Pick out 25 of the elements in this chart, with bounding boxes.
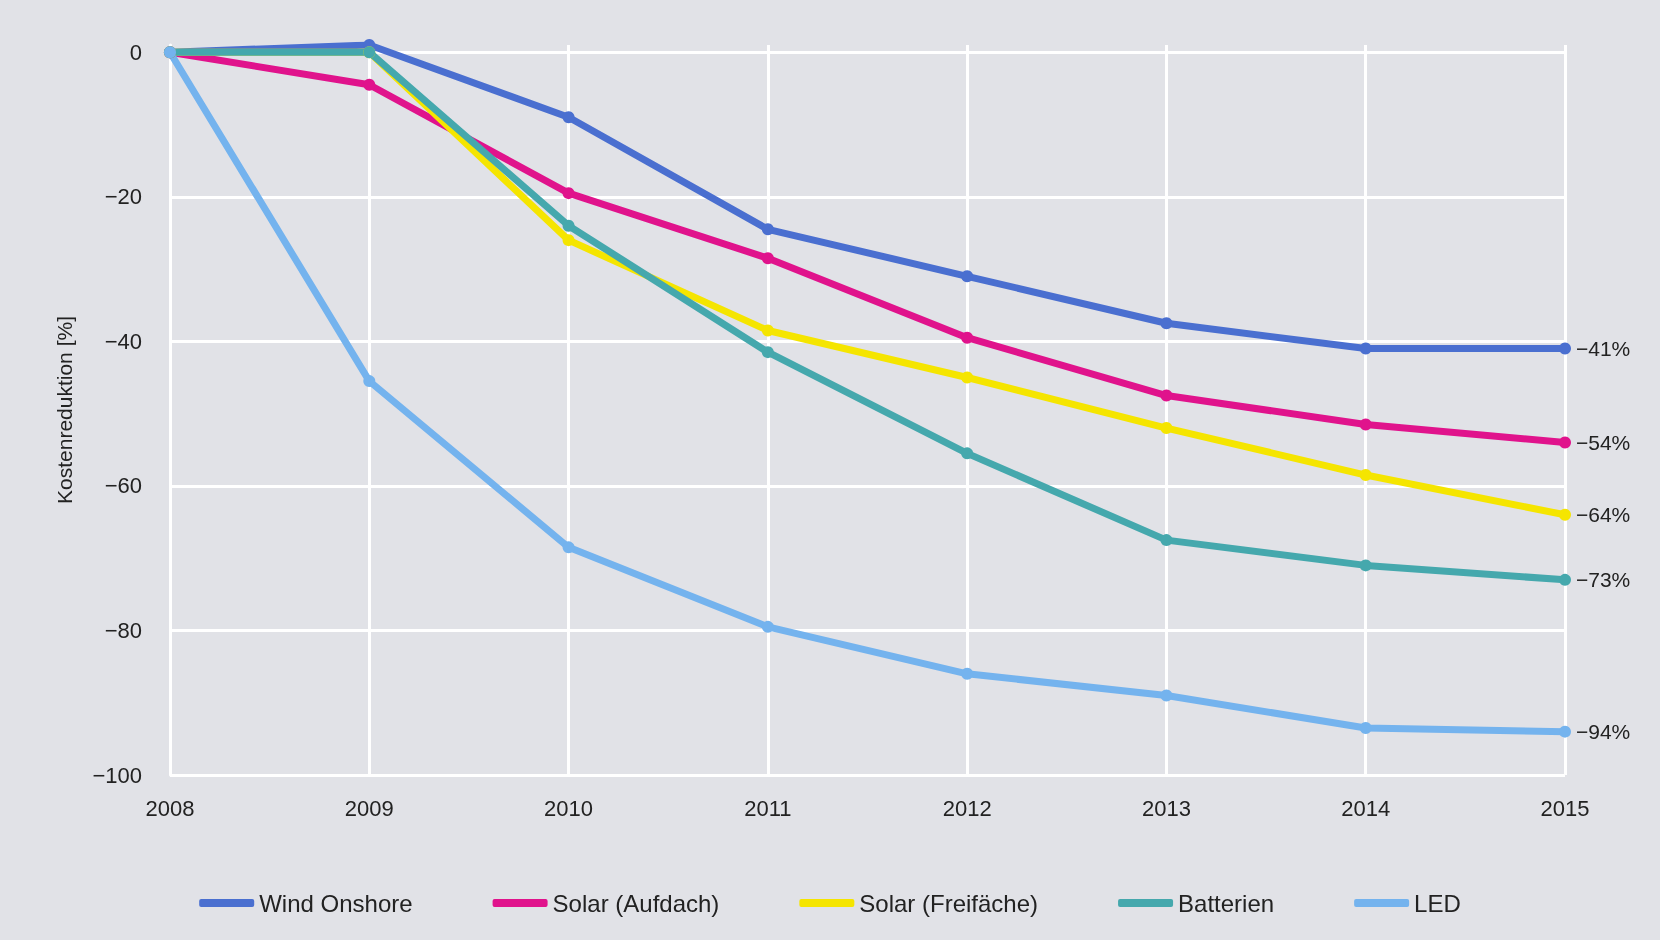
data-label: −54% xyxy=(1576,431,1631,455)
data-label: −94% xyxy=(1576,720,1631,744)
data-label: −64% xyxy=(1576,503,1631,527)
y-tick-label: −80 xyxy=(104,617,142,643)
data-label: −41% xyxy=(1576,337,1631,361)
x-tick-label: 2013 xyxy=(1141,795,1191,821)
x-tick-label: 2011 xyxy=(744,795,792,821)
legend-label: Solar (Freifäche) xyxy=(859,889,1039,917)
x-tick-label: 2014 xyxy=(1341,795,1391,821)
y-tick-label: 0 xyxy=(129,39,142,65)
x-tick-label: 2010 xyxy=(544,795,594,821)
y-tick-label: −60 xyxy=(104,473,142,499)
legend-label: Solar (Aufdach) xyxy=(552,889,720,917)
x-tick-label: 2012 xyxy=(942,795,992,821)
legend-label: Wind Onshore xyxy=(259,889,413,917)
y-axis-title: Kostenreduktion [%] xyxy=(53,316,76,504)
x-tick-label: 2008 xyxy=(145,795,195,821)
x-tick-label: 2015 xyxy=(1540,795,1590,821)
legend-label: Batterien xyxy=(1178,889,1275,917)
x-tick-label: 2009 xyxy=(344,795,394,821)
data-label: −73% xyxy=(1576,568,1631,592)
legend-label: LED xyxy=(1414,889,1461,917)
y-tick-label: −20 xyxy=(104,184,142,210)
y-tick-label: −40 xyxy=(104,328,142,354)
y-tick-label: −100 xyxy=(92,762,142,788)
